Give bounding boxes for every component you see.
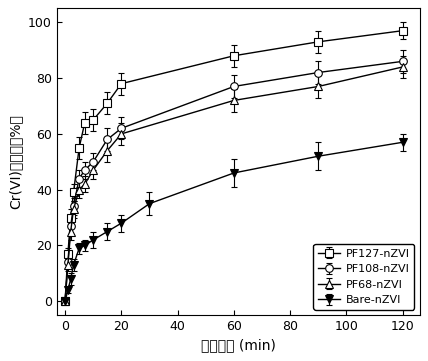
- X-axis label: 反应时间 (min): 反应时间 (min): [201, 339, 276, 353]
- Legend: PF127-nZVI, PF108-nZVI, PF68-nZVI, Bare-nZVI: PF127-nZVI, PF108-nZVI, PF68-nZVI, Bare-…: [313, 244, 414, 310]
- Y-axis label: Cr(VI)去除率（%）: Cr(VI)去除率（%）: [8, 114, 22, 209]
